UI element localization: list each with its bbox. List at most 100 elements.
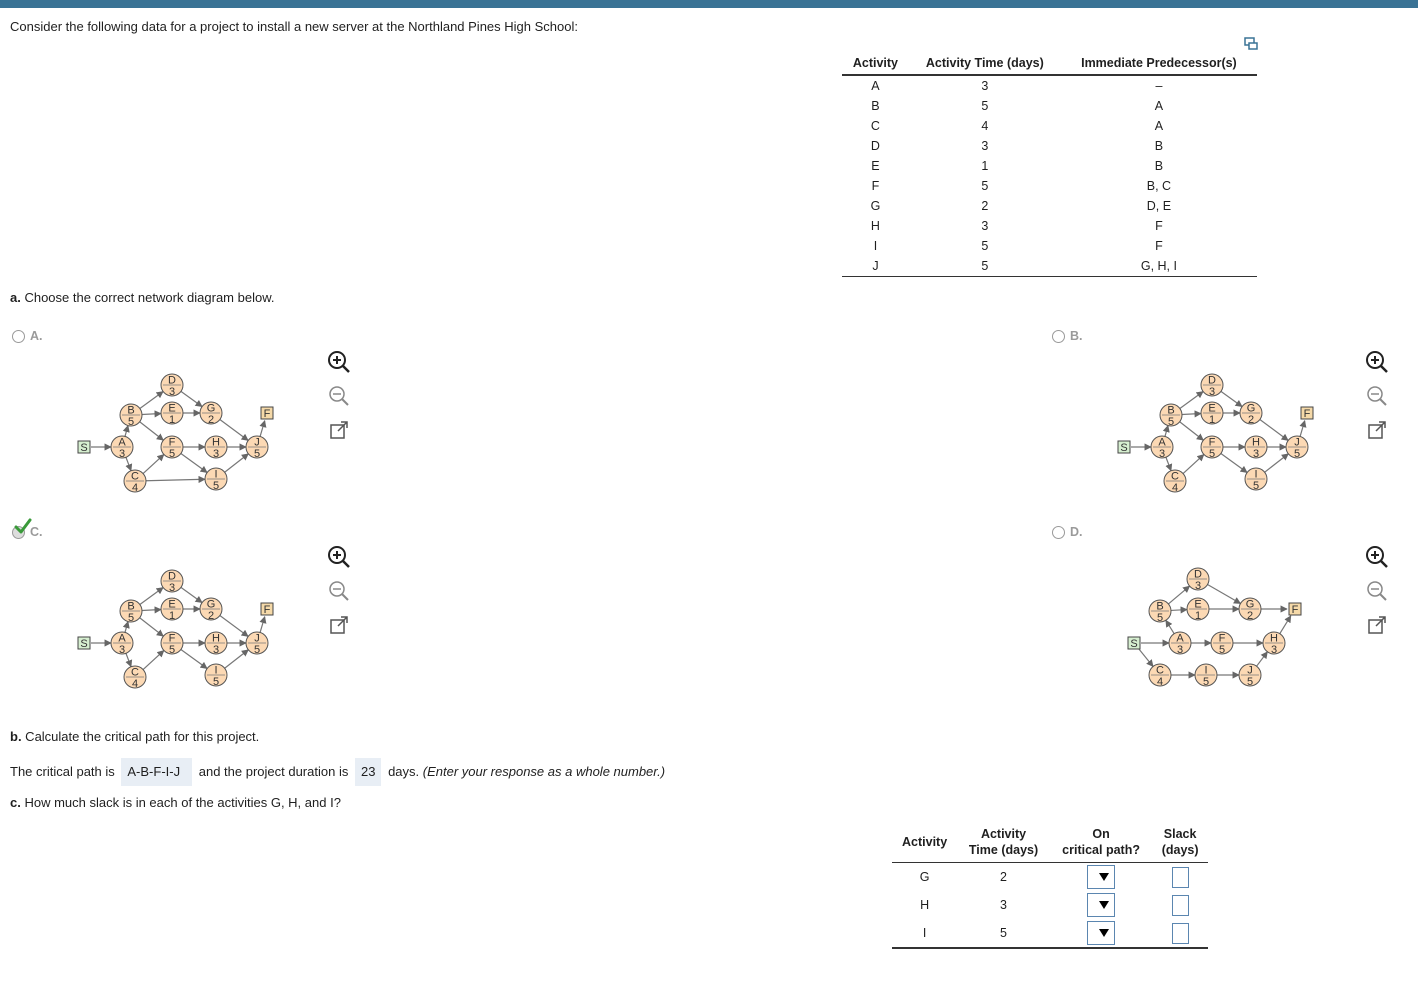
diagram-arrow (1179, 421, 1204, 441)
row-time: 3 (981, 139, 989, 153)
diagram-arrow (180, 390, 203, 408)
slack-row-h: H 3 (892, 891, 1208, 919)
zoom-out-icon[interactable] (327, 579, 351, 606)
zoom-in-icon[interactable] (1365, 350, 1389, 377)
row-predecessors: F (1155, 219, 1163, 233)
svg-text:J: J (254, 437, 260, 449)
zoom-in-icon[interactable] (327, 545, 351, 572)
popout-icon[interactable] (1365, 418, 1389, 445)
svg-text:I: I (1204, 665, 1207, 677)
critical-path-dropdown-i[interactable] (1087, 921, 1116, 945)
svg-text:A: A (118, 437, 126, 449)
svg-text:F: F (1304, 408, 1311, 420)
activity-node-b: B5 (119, 403, 143, 428)
svg-text:3: 3 (1195, 580, 1201, 592)
activity-row: A 3 – (842, 75, 1257, 96)
svg-text:5: 5 (1157, 612, 1163, 624)
zoom-out-icon[interactable] (327, 384, 351, 411)
slack-row-i: I 5 (892, 919, 1208, 949)
option-d-radio[interactable] (1052, 526, 1065, 539)
zoom-in-icon[interactable] (1365, 545, 1389, 572)
activity-node-d: D3 (160, 373, 184, 398)
svg-text:H: H (212, 437, 220, 449)
svg-text:C: C (131, 471, 139, 483)
checkmark-icon (14, 518, 32, 534)
row-activity: D (870, 139, 880, 153)
diagram-arrow (1264, 453, 1289, 473)
diagram-arrow (139, 587, 164, 605)
svg-text:2: 2 (1247, 610, 1253, 622)
row-activity: H (870, 219, 880, 233)
svg-text:5: 5 (169, 448, 175, 460)
slack-input-g[interactable] (1171, 866, 1189, 888)
diagram-arrow (219, 615, 249, 637)
activity-row: D 3 B (842, 136, 1257, 156)
critical-path-answer[interactable]: A-B-F-I-J (121, 758, 193, 786)
diagram-arrow (139, 421, 164, 441)
svg-text:5: 5 (1247, 676, 1253, 688)
option-b-radio[interactable] (1052, 330, 1065, 343)
svg-text:D: D (1208, 375, 1216, 387)
svg-text:A: A (1158, 437, 1166, 449)
option-b-label[interactable]: B. (1070, 329, 1083, 343)
svg-text:3: 3 (119, 644, 125, 656)
activity-node-i: I5 (1194, 663, 1218, 688)
svg-text:A: A (118, 633, 126, 645)
diagram-arrow (141, 410, 162, 418)
diagram-arrow (1299, 419, 1307, 437)
row-time: 2 (981, 199, 989, 213)
diagram-arrow (122, 620, 130, 633)
diagram-arrow (219, 419, 249, 441)
activity-node-j: J5 (245, 631, 269, 656)
row-predecessors: A (1154, 99, 1164, 113)
svg-text:4: 4 (1157, 676, 1163, 688)
activity-node-h: H3 (1244, 435, 1268, 460)
row-time: 3 (981, 219, 989, 233)
header-predecessors: Immediate Predecessor(s) (1060, 52, 1257, 76)
critical-path-dropdown-h[interactable] (1087, 893, 1116, 917)
row-time: 5 (981, 179, 989, 193)
activity-node-i: I5 (204, 467, 228, 492)
zoom-out-icon[interactable] (1365, 384, 1389, 411)
option-a-radio[interactable] (12, 330, 25, 343)
slack-input-i[interactable] (1171, 922, 1189, 944)
svg-text:J: J (254, 633, 260, 645)
svg-text:I: I (214, 665, 217, 677)
diagram-arrow (1220, 390, 1243, 408)
svg-text:H: H (212, 633, 220, 645)
diagram-arrow (1182, 453, 1205, 474)
popout-icon[interactable] (327, 613, 351, 640)
diagram-arrow (142, 453, 165, 474)
svg-text:1: 1 (169, 610, 175, 622)
option-a-label[interactable]: A. (30, 329, 43, 343)
header-activity-time: Activity Time (days) (908, 52, 1061, 76)
activity-node-c: C4 (123, 665, 147, 690)
diagram-arrow (145, 475, 206, 484)
activity-node-b: B5 (1159, 403, 1183, 428)
activity-row: H 3 F (842, 216, 1257, 236)
slack-header-slack: Slack (days) (1152, 822, 1208, 863)
critical-path-dropdown-g[interactable] (1087, 865, 1116, 889)
row-activity: J (842, 256, 909, 277)
svg-text:5: 5 (1219, 644, 1225, 656)
question-intro: Consider the following data for a projec… (10, 19, 578, 34)
row-activity: A (871, 79, 880, 93)
duration-answer[interactable]: 23 (354, 758, 382, 786)
popout-icon[interactable] (1365, 613, 1389, 640)
zoom-in-icon[interactable] (327, 350, 351, 377)
svg-text:A: A (1176, 633, 1184, 645)
slack-input-h[interactable] (1171, 894, 1189, 916)
activity-node-c: C4 (1148, 663, 1172, 688)
copy-table-icon[interactable] (1244, 37, 1258, 51)
activity-node-e: E1 (160, 597, 184, 622)
zoom-out-icon[interactable] (1365, 579, 1389, 606)
row-activity: F (871, 179, 880, 193)
svg-text:F: F (264, 408, 271, 420)
option-c-label[interactable]: C. (30, 525, 43, 539)
diagram-arrow (139, 391, 164, 409)
option-d-label[interactable]: D. (1070, 525, 1083, 539)
row-predecessors: G, H, I (1060, 256, 1257, 277)
popout-icon[interactable] (327, 418, 351, 445)
row-predecessors: B (1154, 139, 1164, 153)
svg-text:4: 4 (132, 482, 138, 494)
